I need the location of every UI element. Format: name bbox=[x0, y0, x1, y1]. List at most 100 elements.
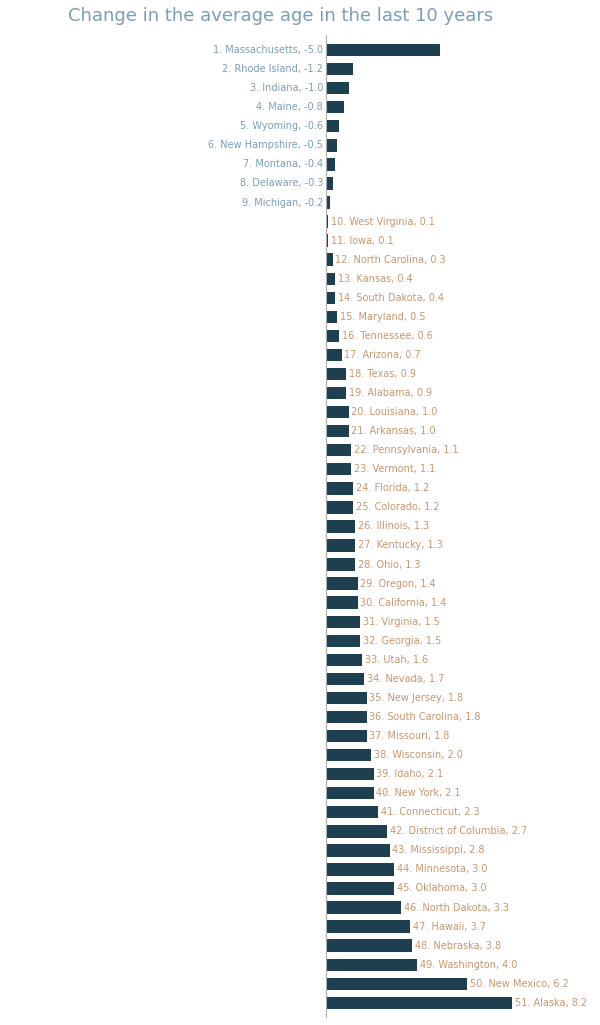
Bar bbox=[326, 863, 394, 875]
Title: Change in the average age in the last 10 years: Change in the average age in the last 10… bbox=[68, 7, 493, 25]
Bar bbox=[326, 730, 367, 742]
Bar bbox=[326, 44, 440, 56]
Bar bbox=[326, 958, 417, 971]
Bar bbox=[326, 654, 362, 666]
Text: 16. Tennessee, 0.6: 16. Tennessee, 0.6 bbox=[342, 331, 433, 341]
Text: 2. Rhode Island, -1.2: 2. Rhode Island, -1.2 bbox=[222, 65, 323, 74]
Text: 12. North Carolina, 0.3: 12. North Carolina, 0.3 bbox=[335, 254, 446, 264]
Text: 1. Massachusetts, -5.0: 1. Massachusetts, -5.0 bbox=[213, 45, 323, 55]
Text: 17. Arizona, 0.7: 17. Arizona, 0.7 bbox=[344, 350, 421, 360]
Text: 48. Nebraska, 3.8: 48. Nebraska, 3.8 bbox=[415, 941, 501, 950]
Bar bbox=[326, 63, 353, 75]
Text: 28. Ohio, 1.3: 28. Ohio, 1.3 bbox=[358, 560, 421, 570]
Bar bbox=[326, 177, 332, 190]
Text: 25. Colorado, 1.2: 25. Colorado, 1.2 bbox=[356, 502, 439, 512]
Bar bbox=[326, 996, 512, 1009]
Text: 14. South Dakota, 0.4: 14. South Dakota, 0.4 bbox=[338, 293, 443, 302]
Bar bbox=[326, 406, 349, 418]
Text: 30. California, 1.4: 30. California, 1.4 bbox=[361, 598, 446, 608]
Bar bbox=[326, 273, 335, 285]
Bar bbox=[326, 845, 389, 857]
Text: 6. New Hampshire, -0.5: 6. New Hampshire, -0.5 bbox=[208, 140, 323, 151]
Bar bbox=[326, 616, 360, 628]
Text: 20. Louisiana, 1.0: 20. Louisiana, 1.0 bbox=[351, 407, 437, 417]
Bar bbox=[326, 692, 367, 704]
Text: 8. Delaware, -0.3: 8. Delaware, -0.3 bbox=[239, 178, 323, 189]
Text: 27. Kentucky, 1.3: 27. Kentucky, 1.3 bbox=[358, 540, 443, 550]
Text: 33. Utah, 1.6: 33. Utah, 1.6 bbox=[365, 655, 428, 665]
Bar bbox=[326, 634, 360, 647]
Text: 13. Kansas, 0.4: 13. Kansas, 0.4 bbox=[338, 274, 412, 284]
Bar bbox=[326, 768, 374, 780]
Bar bbox=[326, 463, 351, 476]
Bar bbox=[326, 597, 358, 609]
Bar bbox=[326, 749, 371, 762]
Bar bbox=[326, 330, 340, 342]
Text: 7. Montana, -0.4: 7. Montana, -0.4 bbox=[243, 160, 323, 169]
Bar bbox=[326, 501, 353, 514]
Bar bbox=[326, 197, 331, 209]
Text: 43. Mississippi, 2.8: 43. Mississippi, 2.8 bbox=[392, 846, 485, 856]
Text: 41. Connecticut, 2.3: 41. Connecticut, 2.3 bbox=[381, 808, 479, 817]
Bar bbox=[326, 215, 328, 228]
Bar bbox=[326, 291, 335, 304]
Text: 23. Vermont, 1.1: 23. Vermont, 1.1 bbox=[353, 464, 435, 475]
Bar bbox=[326, 901, 401, 913]
Text: 49. Washington, 4.0: 49. Washington, 4.0 bbox=[419, 959, 517, 970]
Bar bbox=[326, 940, 412, 952]
Bar bbox=[326, 978, 467, 990]
Bar bbox=[326, 787, 374, 800]
Bar bbox=[326, 521, 355, 533]
Text: 40. New York, 2.1: 40. New York, 2.1 bbox=[376, 788, 461, 798]
Text: 3. Indiana, -1.0: 3. Indiana, -1.0 bbox=[250, 83, 323, 93]
Text: 47. Hawaii, 3.7: 47. Hawaii, 3.7 bbox=[413, 921, 486, 932]
Text: 15. Maryland, 0.5: 15. Maryland, 0.5 bbox=[340, 312, 425, 322]
Bar bbox=[326, 920, 410, 933]
Bar bbox=[326, 311, 337, 323]
Text: 24. Florida, 1.2: 24. Florida, 1.2 bbox=[356, 484, 429, 493]
Text: 51. Alaska, 8.2: 51. Alaska, 8.2 bbox=[515, 997, 587, 1008]
Text: 38. Wisconsin, 2.0: 38. Wisconsin, 2.0 bbox=[374, 750, 463, 761]
Text: 9. Michigan, -0.2: 9. Michigan, -0.2 bbox=[242, 198, 323, 207]
Bar bbox=[326, 806, 378, 818]
Text: 50. New Mexico, 6.2: 50. New Mexico, 6.2 bbox=[470, 979, 568, 989]
Bar bbox=[326, 825, 387, 837]
Bar bbox=[326, 710, 367, 724]
Text: 44. Minnesota, 3.0: 44. Minnesota, 3.0 bbox=[397, 864, 487, 874]
Bar bbox=[326, 82, 349, 94]
Bar bbox=[326, 577, 358, 589]
Bar bbox=[326, 559, 355, 571]
Bar bbox=[326, 139, 337, 152]
Text: 39. Idaho, 2.1: 39. Idaho, 2.1 bbox=[376, 769, 443, 779]
Text: 29. Oregon, 1.4: 29. Oregon, 1.4 bbox=[361, 578, 436, 588]
Text: 34. Nevada, 1.7: 34. Nevada, 1.7 bbox=[367, 673, 445, 684]
Text: 42. District of Columbia, 2.7: 42. District of Columbia, 2.7 bbox=[390, 826, 527, 836]
Text: 26. Illinois, 1.3: 26. Illinois, 1.3 bbox=[358, 522, 429, 531]
Bar bbox=[326, 253, 332, 265]
Bar bbox=[326, 101, 344, 114]
Bar bbox=[326, 672, 364, 685]
Text: 31. Virginia, 1.5: 31. Virginia, 1.5 bbox=[362, 617, 440, 626]
Text: 35. New Jersey, 1.8: 35. New Jersey, 1.8 bbox=[370, 693, 464, 703]
Text: 5. Wyoming, -0.6: 5. Wyoming, -0.6 bbox=[240, 121, 323, 131]
Text: 4. Maine, -0.8: 4. Maine, -0.8 bbox=[256, 102, 323, 113]
Bar bbox=[326, 386, 346, 400]
Bar bbox=[326, 120, 340, 132]
Text: 19. Alabama, 0.9: 19. Alabama, 0.9 bbox=[349, 388, 432, 398]
Bar bbox=[326, 368, 346, 380]
Text: 18. Texas, 0.9: 18. Texas, 0.9 bbox=[349, 369, 416, 379]
Text: 36. South Carolina, 1.8: 36. South Carolina, 1.8 bbox=[370, 712, 481, 722]
Text: 46. North Dakota, 3.3: 46. North Dakota, 3.3 bbox=[404, 903, 509, 912]
Text: 21. Arkansas, 1.0: 21. Arkansas, 1.0 bbox=[351, 426, 436, 437]
Text: 11. Iowa, 0.1: 11. Iowa, 0.1 bbox=[331, 236, 394, 246]
Bar bbox=[326, 883, 394, 895]
Bar bbox=[326, 482, 353, 494]
Bar bbox=[326, 235, 328, 247]
Bar bbox=[326, 425, 349, 438]
Text: 22. Pennsylvania, 1.1: 22. Pennsylvania, 1.1 bbox=[353, 445, 458, 455]
Text: 32. Georgia, 1.5: 32. Georgia, 1.5 bbox=[362, 636, 441, 646]
Text: 10. West Virginia, 0.1: 10. West Virginia, 0.1 bbox=[331, 216, 434, 227]
Text: 37. Missouri, 1.8: 37. Missouri, 1.8 bbox=[370, 731, 450, 741]
Bar bbox=[326, 444, 351, 456]
Bar bbox=[326, 539, 355, 551]
